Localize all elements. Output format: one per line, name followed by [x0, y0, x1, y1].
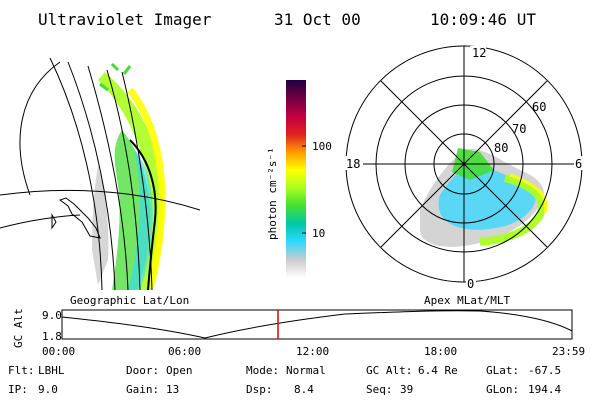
status-key-gc-alt: GC Alt:	[366, 364, 412, 377]
status-value-dsp: 8.4	[294, 383, 314, 396]
altitude-ylabel: GC Alt	[12, 308, 25, 348]
time-tick-1800: 18:00	[424, 345, 457, 358]
status-key-seq: Seq:	[366, 383, 393, 396]
colorbar-gradient	[286, 80, 306, 278]
status-key-glon: GLon:	[486, 383, 519, 396]
time-tick-0000: 00:00	[42, 345, 75, 358]
date-readout: 31 Oct 00	[274, 10, 361, 29]
time-tick-0600: 06:00	[168, 345, 201, 358]
status-key-glat: GLat:	[486, 364, 519, 377]
status-key-door: Door:	[126, 364, 159, 377]
colorbar: 100 10 photon cm⁻²s⁻¹	[266, 80, 332, 278]
status-key-filter: Flt:	[8, 364, 35, 377]
status-value-mode: Normal	[286, 364, 326, 377]
colorbar-tick-label-10: 10	[312, 227, 325, 240]
app-title: Ultraviolet Imager	[38, 10, 212, 29]
polar-panel: 12 18 6 0 60 70 80	[345, 45, 584, 291]
status-value-filter: LBHL	[38, 364, 65, 377]
colorbar-unit-label: photon cm⁻²s⁻¹	[266, 147, 279, 240]
altitude-tick-max: 9.0	[42, 309, 62, 322]
status-value-seq: 39	[400, 383, 413, 396]
geographic-image-panel	[0, 57, 201, 290]
polar-label: Apex MLat/MLT	[424, 294, 510, 307]
mlt-label-12: 12	[472, 46, 486, 60]
status-value-gain: 13	[166, 383, 179, 396]
altitude-plot: 9.0 1.8 GC Alt 00:00 06:00 12:00 18:00 2…	[12, 308, 585, 358]
colorbar-tick-label-100: 100	[312, 140, 332, 153]
status-value-door: Open	[166, 364, 193, 377]
status-value-glon: 194.4	[528, 383, 561, 396]
geographic-grid	[0, 57, 201, 290]
time-tick-2359: 23:59	[552, 345, 585, 358]
status-key-ip: IP:	[8, 383, 28, 396]
altitude-plot-frame	[61, 309, 573, 340]
geographic-label: Geographic Lat/Lon	[70, 294, 189, 307]
status-key-mode: Mode:	[246, 364, 279, 377]
altitude-curve	[61, 310, 573, 339]
polar-grid	[345, 45, 583, 283]
mlt-label-0: 0	[467, 277, 474, 291]
mlat-label-70: 70	[512, 122, 526, 136]
new-zealand-coastline	[51, 197, 101, 239]
mlt-label-18: 18	[346, 157, 360, 171]
status-key-dsp: Dsp:	[246, 383, 273, 396]
status-value-ip: 9.0	[38, 383, 58, 396]
mlat-label-60: 60	[532, 100, 546, 114]
auroral-emission-left	[92, 62, 166, 290]
polar-diagonal-2	[380, 80, 548, 248]
time-tick-1200: 12:00	[296, 345, 329, 358]
time-readout: 10:09:46 UT	[430, 10, 536, 29]
status-value-gc-alt: 6.4 Re	[418, 364, 458, 377]
polar-labels: 12 18 6 0 60 70 80	[345, 46, 584, 291]
mlat-label-80: 80	[494, 141, 508, 155]
mlt-label-6: 6	[575, 157, 582, 171]
status-value-glat: -67.5	[528, 364, 561, 377]
auroral-oval	[420, 148, 548, 247]
altitude-tick-min: 1.8	[42, 330, 62, 343]
status-key-gain: Gain:	[126, 383, 159, 396]
status-table: Flt: LBHL Door: Open Mode: Normal GC Alt…	[8, 364, 561, 396]
